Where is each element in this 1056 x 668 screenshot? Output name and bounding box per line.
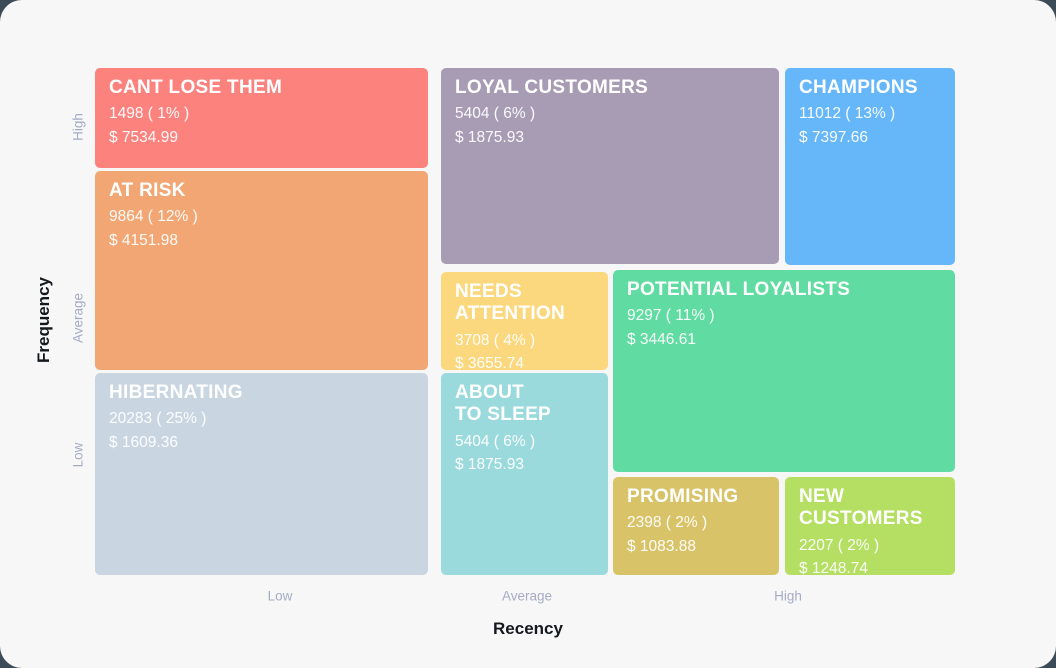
segment-hibernating[interactable]: HIBERNATING 20283 ( 25% ) $ 1609.36 xyxy=(95,373,428,575)
segment-title: ABOUT TO SLEEP xyxy=(455,382,552,426)
segment-cant-lose-them[interactable]: CANT LOSE THEM 1498 ( 1% ) $ 7534.99 xyxy=(95,68,428,168)
y-tick-low: Low xyxy=(70,442,86,468)
segment-title: AT RISK xyxy=(109,180,186,201)
y-axis-title: Frequency xyxy=(34,277,53,363)
segment-title: CANT LOSE THEM xyxy=(109,77,283,98)
y-tick-high: High xyxy=(70,113,86,141)
segment-monetary: $ 7534.99 xyxy=(109,128,178,146)
segment-count: 1498 ( 1% ) xyxy=(109,105,190,123)
segment-count: 9864 ( 12% ) xyxy=(109,208,198,226)
segment-count: 5404 ( 6% ) xyxy=(455,105,536,123)
segment-title: CHAMPIONS xyxy=(799,77,918,98)
segment-count: 20283 ( 25% ) xyxy=(109,410,207,428)
segment-title: NEEDS ATTENTION xyxy=(455,281,566,325)
segment-monetary: $ 1875.93 xyxy=(455,456,524,474)
segment-title: LOYAL CUSTOMERS xyxy=(455,77,649,98)
segment-count: 2398 ( 2% ) xyxy=(627,514,708,532)
segment-loyal-customers[interactable]: LOYAL CUSTOMERS 5404 ( 6% ) $ 1875.93 xyxy=(441,68,779,264)
x-axis-title: Recency xyxy=(493,619,563,638)
segment-promising[interactable]: PROMISING 2398 ( 2% ) $ 1083.88 xyxy=(613,477,779,575)
segment-potential-loyalists[interactable]: POTENTIAL LOYALISTS 9297 ( 11% ) $ 3446.… xyxy=(613,270,955,472)
segment-monetary: $ 7397.66 xyxy=(799,128,868,146)
segment-title: POTENTIAL LOYALISTS xyxy=(627,279,851,300)
segment-at-risk[interactable]: AT RISK 9864 ( 12% ) $ 4151.98 xyxy=(95,171,428,370)
rfm-treemap-grid: CANT LOSE THEM 1498 ( 1% ) $ 7534.99 AT … xyxy=(95,68,955,575)
segment-needs-attention[interactable]: NEEDS ATTENTION 3708 ( 4% ) $ 3655.74 xyxy=(441,272,608,370)
segment-monetary: $ 1875.93 xyxy=(455,128,524,146)
y-tick-average: Average xyxy=(70,292,86,344)
segment-count: 11012 ( 13% ) xyxy=(799,105,896,123)
segment-new-customers[interactable]: NEW CUSTOMERS 2207 ( 2% ) $ 1248.74 xyxy=(785,477,955,575)
x-tick-average: Average xyxy=(501,588,553,604)
segment-monetary: $ 3446.61 xyxy=(627,330,696,348)
segment-monetary: $ 1609.36 xyxy=(109,433,178,451)
segment-monetary: $ 4151.98 xyxy=(109,231,178,249)
segment-monetary: $ 1083.88 xyxy=(627,537,696,555)
x-tick-high: High xyxy=(774,588,802,604)
segment-count: 3708 ( 4% ) xyxy=(455,331,536,349)
segment-champions[interactable]: CHAMPIONS 11012 ( 13% ) $ 7397.66 xyxy=(785,68,955,265)
segment-monetary: $ 1248.74 xyxy=(799,560,868,575)
x-tick-low: Low xyxy=(267,588,293,604)
segment-title: HIBERNATING xyxy=(109,382,243,403)
segment-count: 2207 ( 2% ) xyxy=(799,536,880,554)
segment-monetary: $ 3655.74 xyxy=(455,355,524,370)
segment-about-to-sleep[interactable]: ABOUT TO SLEEP 5404 ( 6% ) $ 1875.93 xyxy=(441,373,608,575)
segment-title: NEW CUSTOMERS xyxy=(799,486,923,530)
segment-count: 9297 ( 11% ) xyxy=(627,307,715,325)
segment-count: 5404 ( 6% ) xyxy=(455,432,536,450)
segment-title: PROMISING xyxy=(627,486,739,507)
